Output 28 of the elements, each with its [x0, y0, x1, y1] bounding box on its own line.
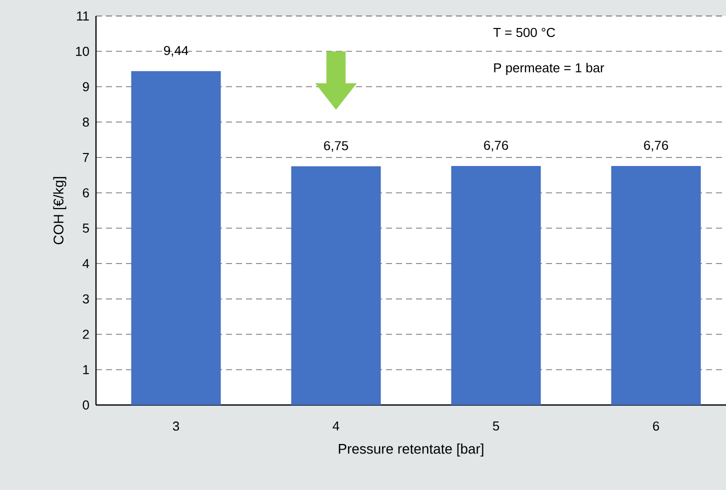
bar [451, 166, 541, 405]
y-tick-label: 4 [82, 259, 90, 268]
y-tick-label: 2 [82, 330, 89, 339]
annotation: T = 500 °C [493, 28, 556, 38]
y-tick-label: 3 [82, 294, 89, 304]
y-tick-label: 7 [82, 153, 89, 162]
y-tick-label: 10 [76, 46, 89, 56]
y-tick-label: 11 [77, 12, 89, 20]
x-tick-label: 4 [332, 422, 340, 430]
bar [611, 166, 701, 405]
y-tick-label: 1 [83, 365, 89, 374]
annotation: P permeate = 1 bar [494, 62, 604, 75]
x-tick-label: 3 [172, 422, 180, 431]
y-tick-label: 8 [82, 118, 89, 127]
x-tick-label: 5 [492, 422, 500, 431]
bar [291, 166, 381, 405]
data-label: 9,44 [164, 46, 188, 57]
y-tick-label: 9 [82, 82, 89, 92]
y-axis-title: COH [€/kg] [53, 177, 66, 244]
data-label: 6,75 [324, 141, 348, 152]
data-label: 6,76 [484, 140, 508, 152]
y-tick-label: 5 [82, 224, 89, 233]
data-label: 6,76 [644, 140, 668, 152]
x-axis-title: Pressure retentate [bar] [338, 444, 484, 457]
x-tick-label: 6 [653, 422, 660, 431]
bar [131, 71, 221, 405]
y-tick-label: 6 [82, 188, 89, 198]
y-tick-label: 0 [82, 400, 89, 410]
